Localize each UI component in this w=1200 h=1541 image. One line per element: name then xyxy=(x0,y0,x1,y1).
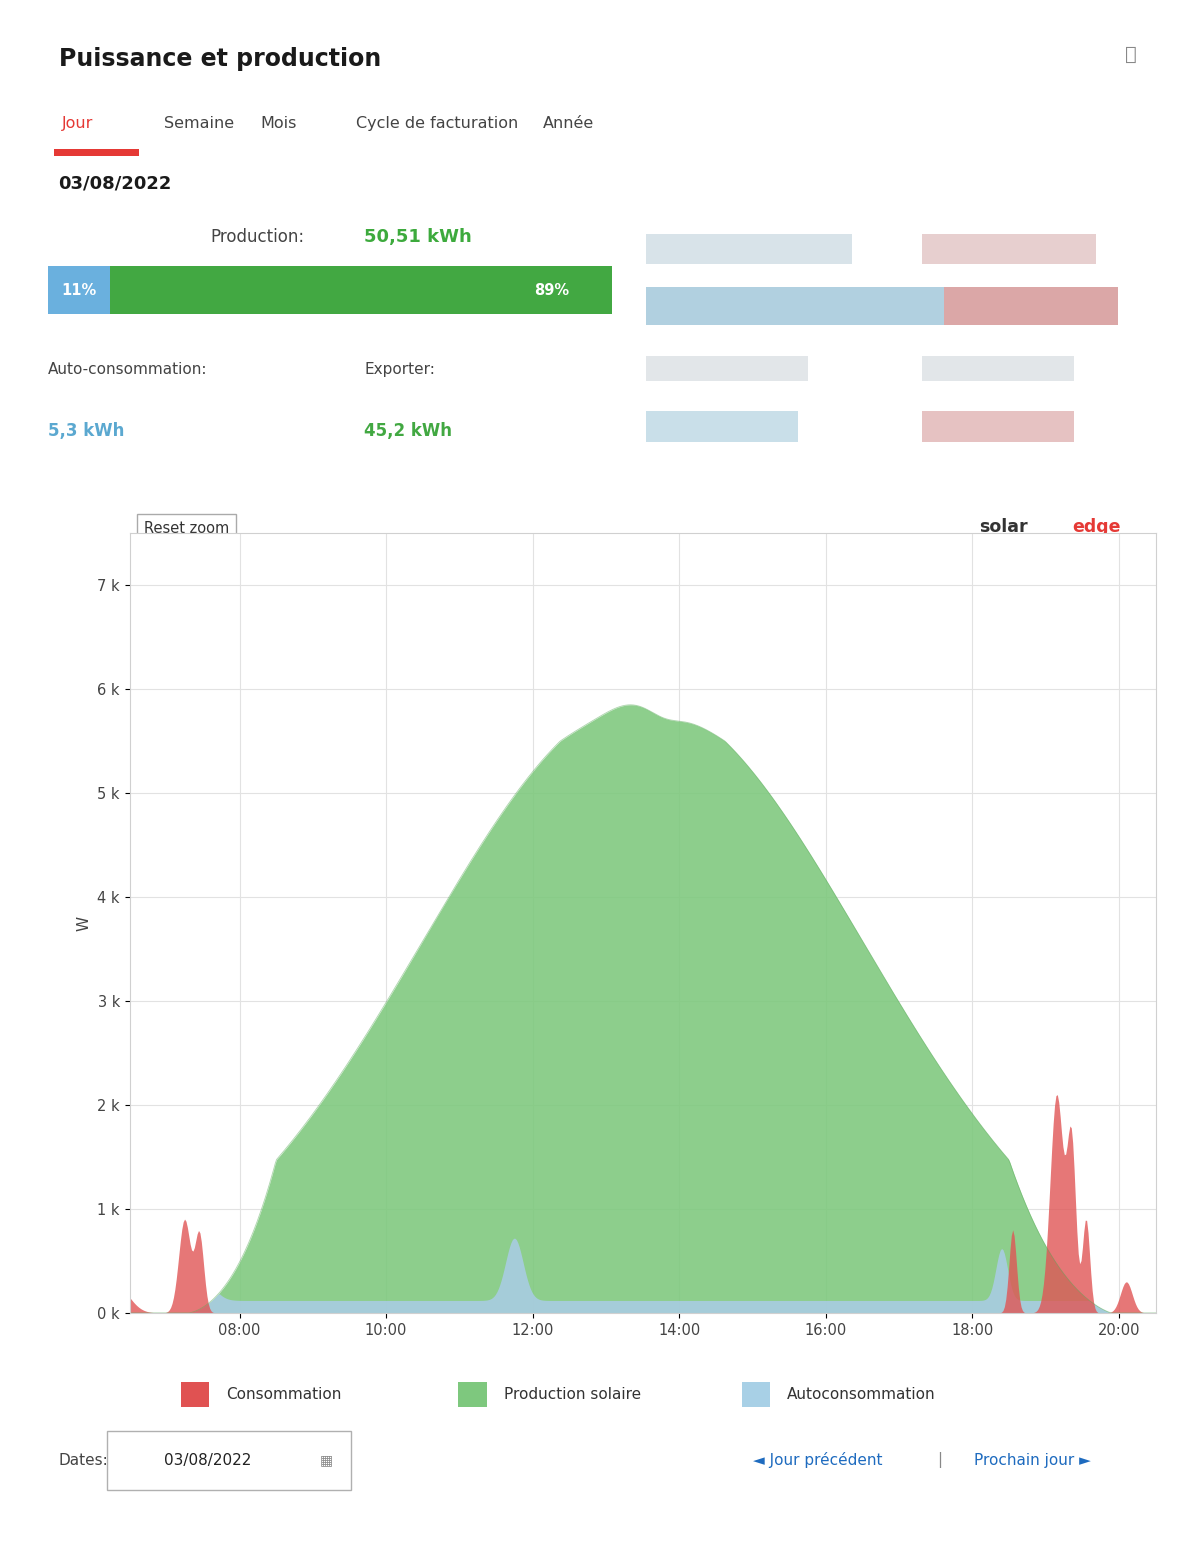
Bar xyxy=(923,234,1096,265)
FancyBboxPatch shape xyxy=(107,1430,350,1490)
Text: ◄ Jour précédent: ◄ Jour précédent xyxy=(752,1452,882,1469)
Text: |: | xyxy=(937,1452,942,1469)
Text: Reset zoom: Reset zoom xyxy=(144,521,229,536)
Y-axis label: W: W xyxy=(77,915,91,931)
Text: 45,2 kWh: 45,2 kWh xyxy=(365,422,452,439)
Text: Exporter:: Exporter: xyxy=(365,362,436,378)
Text: 03/08/2022: 03/08/2022 xyxy=(59,176,172,193)
Text: 50,51 kWh: 50,51 kWh xyxy=(365,228,472,245)
Bar xyxy=(458,1382,487,1407)
Text: Cycle de facturation: Cycle de facturation xyxy=(356,117,518,131)
Text: Auto-consommation:: Auto-consommation: xyxy=(48,362,208,378)
Text: 03/08/2022: 03/08/2022 xyxy=(164,1453,251,1467)
Text: Production solaire: Production solaire xyxy=(504,1387,641,1402)
Bar xyxy=(110,267,612,314)
Text: ⎘: ⎘ xyxy=(1126,45,1136,65)
Text: edge: edge xyxy=(1073,518,1121,536)
Text: Dates:: Dates: xyxy=(59,1453,108,1467)
Text: ▦: ▦ xyxy=(320,1453,334,1467)
Text: 89%: 89% xyxy=(534,282,570,297)
Text: Année: Année xyxy=(544,117,595,131)
Bar xyxy=(923,356,1074,381)
Text: Puissance et production: Puissance et production xyxy=(59,46,380,71)
Bar xyxy=(646,287,944,325)
Bar xyxy=(48,267,110,314)
Text: Mois: Mois xyxy=(260,117,296,131)
Text: Production:: Production: xyxy=(211,228,305,245)
Bar xyxy=(944,287,1117,325)
Text: Semaine: Semaine xyxy=(164,117,234,131)
Bar xyxy=(646,234,852,265)
Bar xyxy=(923,411,1074,442)
Bar xyxy=(646,411,798,442)
Text: solar: solar xyxy=(979,518,1028,536)
Text: Jour: Jour xyxy=(62,117,94,131)
Bar xyxy=(181,1382,209,1407)
Text: Prochain jour ►: Prochain jour ► xyxy=(974,1453,1091,1467)
Text: 11%: 11% xyxy=(61,282,97,297)
Bar xyxy=(742,1382,770,1407)
Text: Consommation: Consommation xyxy=(226,1387,342,1402)
Bar xyxy=(646,356,809,381)
Text: 5,3 kWh: 5,3 kWh xyxy=(48,422,125,439)
Text: Autoconsommation: Autoconsommation xyxy=(787,1387,936,1402)
Bar xyxy=(54,149,139,156)
